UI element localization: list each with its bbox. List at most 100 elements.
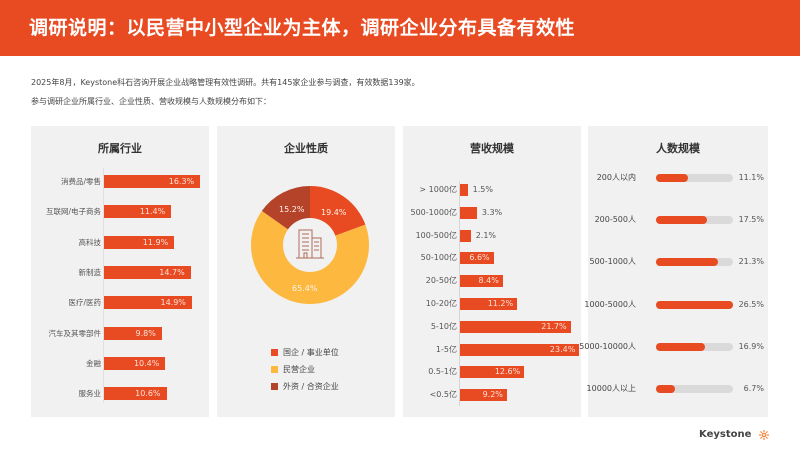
revenue-value: 1.5% bbox=[472, 185, 493, 194]
industry-row: 医疗/医药 14.9% bbox=[31, 296, 209, 310]
legend-label: 国企 / 事业单位 bbox=[283, 348, 339, 357]
revenue-axis bbox=[459, 181, 460, 406]
industry-label: 消费品/零售 bbox=[60, 177, 101, 186]
industry-row: 新制造 14.7% bbox=[31, 265, 209, 280]
legend-item-foreign: 外资 / 合资企业 bbox=[271, 378, 339, 395]
nature-donut-chart bbox=[251, 186, 369, 304]
revenue-row: 1-5亿 23.4% bbox=[403, 343, 581, 357]
industry-value: 16.3% bbox=[168, 177, 195, 186]
industry-label: 医疗/医药 bbox=[68, 298, 101, 308]
industry-bar: 14.7% bbox=[104, 265, 191, 279]
revenue-label: 20-50亿 bbox=[425, 276, 457, 286]
revenue-label: <0.5亿 bbox=[429, 390, 457, 400]
industry-bar: 10.4% bbox=[104, 356, 166, 370]
headcount-row: 200人以内 11.1% bbox=[588, 172, 768, 184]
revenue-row: 20-50亿 8.4% bbox=[403, 274, 581, 288]
revenue-panel: 营收规模 > 1000亿 1.5% 500-1000亿 3.3% 100-500亿 2.1… bbox=[403, 126, 581, 417]
industry-bar: 16.3% bbox=[104, 175, 201, 188]
headcount-value: 6.7% bbox=[743, 384, 764, 393]
revenue-label: 50-100亿 bbox=[420, 253, 457, 263]
headcount-value: 17.5% bbox=[738, 215, 764, 225]
legend-label: 外资 / 合资企业 bbox=[283, 382, 339, 391]
industry-value: 14.7% bbox=[159, 267, 185, 277]
headcount-value: 26.5% bbox=[738, 299, 764, 309]
headcount-row: 1000-5000人 26.5% bbox=[584, 299, 768, 311]
headcount-fill bbox=[656, 216, 707, 225]
headcount-value: 11.1% bbox=[738, 173, 764, 182]
sun-gear-icon bbox=[759, 430, 769, 440]
legend-swatch bbox=[271, 349, 278, 356]
industry-label: 汽车及其零部件 bbox=[48, 328, 102, 338]
industry-bar: 11.4% bbox=[104, 205, 172, 219]
headcount-label: 1000-5000人 bbox=[584, 299, 636, 309]
industry-value: 10.6% bbox=[135, 389, 161, 399]
industry-row: 金融 10.4% bbox=[31, 356, 209, 371]
brand-logo-text: Keystone bbox=[699, 429, 752, 440]
revenue-bar bbox=[460, 184, 468, 196]
nature-panel: 企业性质 19.4% 65.4% 15.2% 国企 / 事业单位 民营企业 外资… bbox=[217, 126, 395, 417]
headcount-value: 16.9% bbox=[738, 341, 764, 351]
industry-value: 14.9% bbox=[160, 298, 186, 308]
headcount-fill bbox=[656, 300, 733, 309]
industry-value: 10.4% bbox=[133, 358, 160, 368]
revenue-value: 23.4% bbox=[549, 344, 576, 354]
industry-panel: 所属行业 消费品/零售 16.3% 互联网/电子商务 11.4% 高科技 11.9% 新制造… bbox=[31, 126, 209, 417]
revenue-label: 100-500亿 bbox=[415, 230, 457, 240]
headcount-track bbox=[656, 342, 733, 351]
revenue-bar: 6.6% bbox=[460, 252, 494, 265]
headcount-label: 200-500人 bbox=[594, 215, 636, 225]
revenue-row: <0.5亿 9.2% bbox=[403, 388, 581, 402]
industry-bar: 10.6% bbox=[104, 387, 167, 401]
slice-label-private: 65.4% bbox=[292, 284, 318, 293]
revenue-label: > 1000亿 bbox=[419, 185, 457, 194]
headcount-row: 10000人以上 6.7% bbox=[587, 383, 768, 395]
industry-row: 汽车及其零部件 9.8% bbox=[31, 326, 209, 341]
intro-line-1: 2025年8月，Keystone科石咨询开展企业战略管理有效性调研。共有145家… bbox=[31, 78, 420, 87]
headcount-row: 500-1000人 21.3% bbox=[588, 256, 768, 268]
revenue-bar: 11.2% bbox=[460, 298, 518, 310]
revenue-label: 1-5亿 bbox=[435, 344, 457, 354]
revenue-row: 0.5-1亿 12.6% bbox=[403, 365, 581, 379]
headcount-track bbox=[656, 174, 733, 182]
revenue-bar: 8.4% bbox=[460, 275, 503, 288]
revenue-row: 500-1000亿 3.3% bbox=[403, 206, 581, 220]
revenue-value: 12.6% bbox=[494, 367, 521, 377]
headcount-track bbox=[656, 385, 733, 393]
revenue-row: 5-10亿 21.7% bbox=[403, 320, 581, 334]
revenue-bar: 23.4% bbox=[460, 343, 580, 356]
industry-row: 互联网/电子商务 11.4% bbox=[31, 205, 209, 219]
industry-title: 所属行业 bbox=[98, 142, 142, 155]
revenue-label: 5-10亿 bbox=[430, 321, 457, 331]
nature-legend: 国企 / 事业单位 民营企业 外资 / 合资企业 bbox=[271, 344, 339, 395]
industry-value: 11.4% bbox=[139, 207, 166, 217]
headcount-track bbox=[656, 216, 733, 225]
headcount-fill bbox=[656, 342, 705, 351]
revenue-bar: 21.7% bbox=[460, 320, 571, 333]
revenue-row: 50-100亿 6.6% bbox=[403, 251, 581, 265]
revenue-label: 10-20亿 bbox=[425, 299, 457, 308]
industry-bar: 9.8% bbox=[104, 326, 162, 340]
industry-label: 互联网/电子商务 bbox=[45, 207, 101, 217]
revenue-bar bbox=[460, 229, 471, 242]
revenue-row: > 1000亿 1.5% bbox=[403, 183, 581, 197]
headcount-panel: 人数规模 200人以内 11.1% 200-500人 17.5% 500-1000人 21… bbox=[579, 126, 768, 417]
revenue-row: 10-20亿 11.2% bbox=[403, 297, 581, 311]
building-icon bbox=[296, 229, 324, 259]
headcount-value: 21.3% bbox=[738, 257, 764, 267]
title-banner: 调研说明：以民营中小型企业为主体，调研企业分布具备有效性 bbox=[0, 0, 800, 56]
industry-row: 消费品/零售 16.3% bbox=[31, 175, 209, 189]
industry-label: 金融 bbox=[86, 358, 101, 368]
revenue-bar: 9.2% bbox=[460, 389, 507, 402]
revenue-title: 营收规模 bbox=[470, 142, 514, 155]
revenue-value: 2.1% bbox=[475, 230, 497, 240]
legend-item-private: 民营企业 bbox=[271, 361, 339, 378]
nature-title: 企业性质 bbox=[284, 142, 328, 155]
headcount-row: 5000-10000人 16.9% bbox=[579, 341, 768, 353]
industry-axis bbox=[103, 168, 104, 403]
slice-label-foreign: 15.2% bbox=[279, 205, 305, 214]
revenue-value: 8.4% bbox=[478, 276, 499, 286]
industry-value: 11.9% bbox=[142, 237, 169, 247]
intro-text: 2025年8月，Keystone科石咨询开展企业战略管理有效性调研。共有145家… bbox=[31, 73, 420, 111]
legend-swatch bbox=[271, 383, 278, 390]
revenue-bar: 12.6% bbox=[460, 366, 525, 379]
